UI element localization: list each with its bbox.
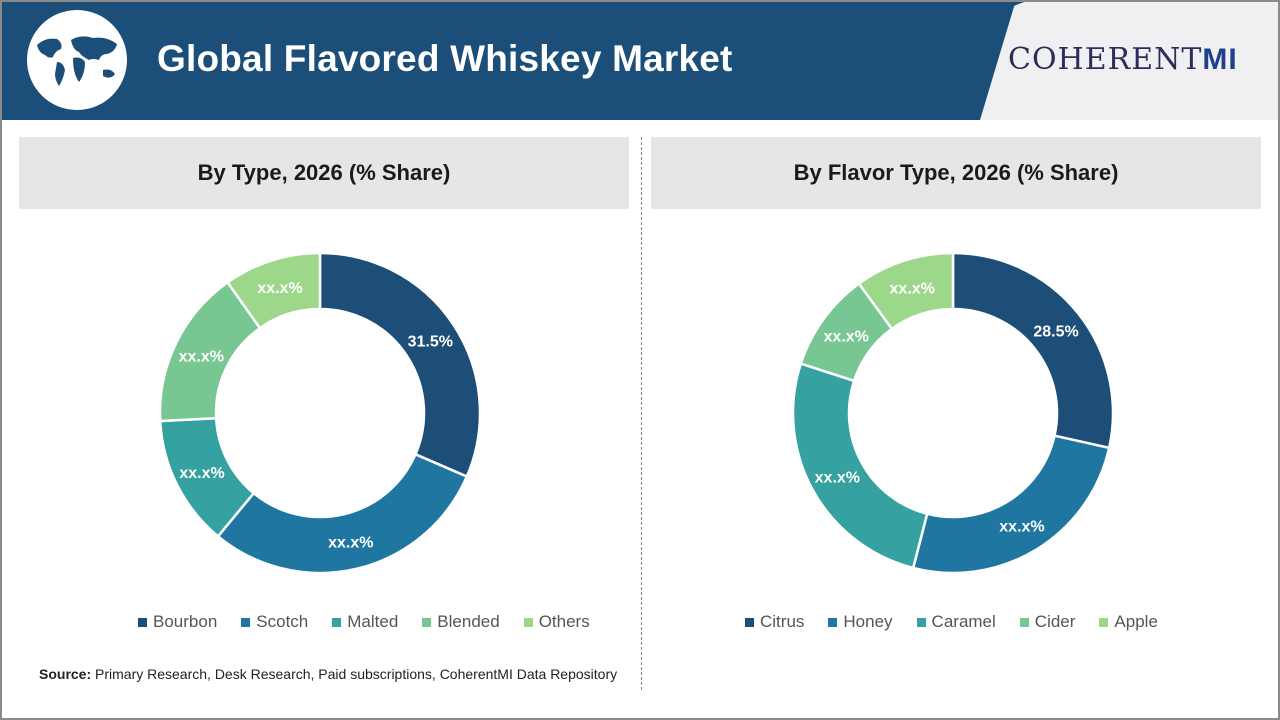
- data-label: xx.x%: [824, 328, 869, 345]
- legend-swatch: [1019, 617, 1029, 627]
- legend-item-others: Others: [523, 612, 590, 632]
- legend-swatch: [332, 617, 342, 627]
- legend-swatch: [745, 617, 754, 627]
- legend-item-scotch: Scotch: [241, 612, 308, 632]
- legend-item-honey: Honey: [828, 612, 893, 632]
- legend-swatch: [916, 617, 926, 627]
- data-label: xx.x%: [328, 534, 373, 551]
- legend-label: Citrus: [760, 612, 805, 631]
- legend-item-malted: Malted: [332, 612, 398, 632]
- legend-item-citrus: Citrus: [745, 612, 804, 632]
- donut-slice-apple: [857, 251, 955, 331]
- data-label: xx.x%: [890, 280, 935, 297]
- legend-label: Cider: [1034, 612, 1076, 631]
- legend-swatch: [422, 617, 432, 627]
- chart-title-type: By Type, 2026 (% Share): [19, 137, 629, 209]
- data-label: 31.5%: [408, 334, 453, 351]
- legend-flavor: Citrus Honey Caramel Cider Apple: [745, 612, 1158, 632]
- logo-panel: [980, 0, 1280, 120]
- data-label: 28.5%: [1033, 323, 1078, 340]
- legend-item-apple: Apple: [1099, 612, 1158, 632]
- data-label: xx.x%: [179, 465, 224, 482]
- data-label: xx.x%: [999, 519, 1044, 536]
- donut-chart-type: 31.5% xx.x% xx.x% xx.x% xx.x%: [158, 251, 482, 575]
- page-title: Global Flavored Whiskey Market: [157, 38, 733, 79]
- data-label: xx.x%: [257, 280, 302, 297]
- legend-swatch: [138, 617, 147, 627]
- donut-slice-honey: [911, 434, 1111, 575]
- legend-item-bourbon: Bourbon: [138, 612, 217, 632]
- donut-slice-caramel: [791, 361, 929, 570]
- divider: [641, 137, 642, 690]
- data-label: xx.x%: [815, 470, 860, 487]
- legend-label: Others: [538, 612, 590, 631]
- legend-swatch: [828, 617, 838, 627]
- legend-label: Caramel: [931, 612, 996, 631]
- legend-swatch: [1099, 617, 1109, 627]
- donut-chart-flavor: 28.5% xx.x% xx.x% xx.x% xx.x%: [791, 251, 1115, 575]
- legend-label: Apple: [1114, 612, 1158, 631]
- donut-slice-scotch: [216, 452, 469, 575]
- legend-label: Honey: [843, 612, 893, 631]
- donut-slice-bourbon: [318, 251, 482, 479]
- source-note: Source: Primary Research, Desk Research,…: [39, 666, 618, 682]
- legend-swatch: [241, 617, 251, 627]
- legend-label: Malted: [347, 612, 399, 631]
- globe-icon: [27, 10, 127, 110]
- legend-swatch: [523, 617, 533, 627]
- chart-title-flavor: By Flavor Type, 2026 (% Share): [651, 137, 1261, 209]
- data-label: xx.x%: [179, 348, 224, 365]
- legend-item-caramel: Caramel: [916, 612, 996, 632]
- donut-slice-others: [225, 251, 322, 330]
- legend-item-cider: Cider: [1019, 612, 1076, 632]
- legend-item-blended: Blended: [422, 612, 500, 632]
- brand-logo: COHERENTMI: [1008, 42, 1238, 77]
- legend-label: Blended: [437, 612, 500, 631]
- donut-slice-citrus: [951, 251, 1115, 450]
- legend-type: Bourbon Scotch Malted Blended Others: [138, 612, 590, 632]
- legend-label: Bourbon: [153, 612, 218, 631]
- legend-label: Scotch: [256, 612, 309, 631]
